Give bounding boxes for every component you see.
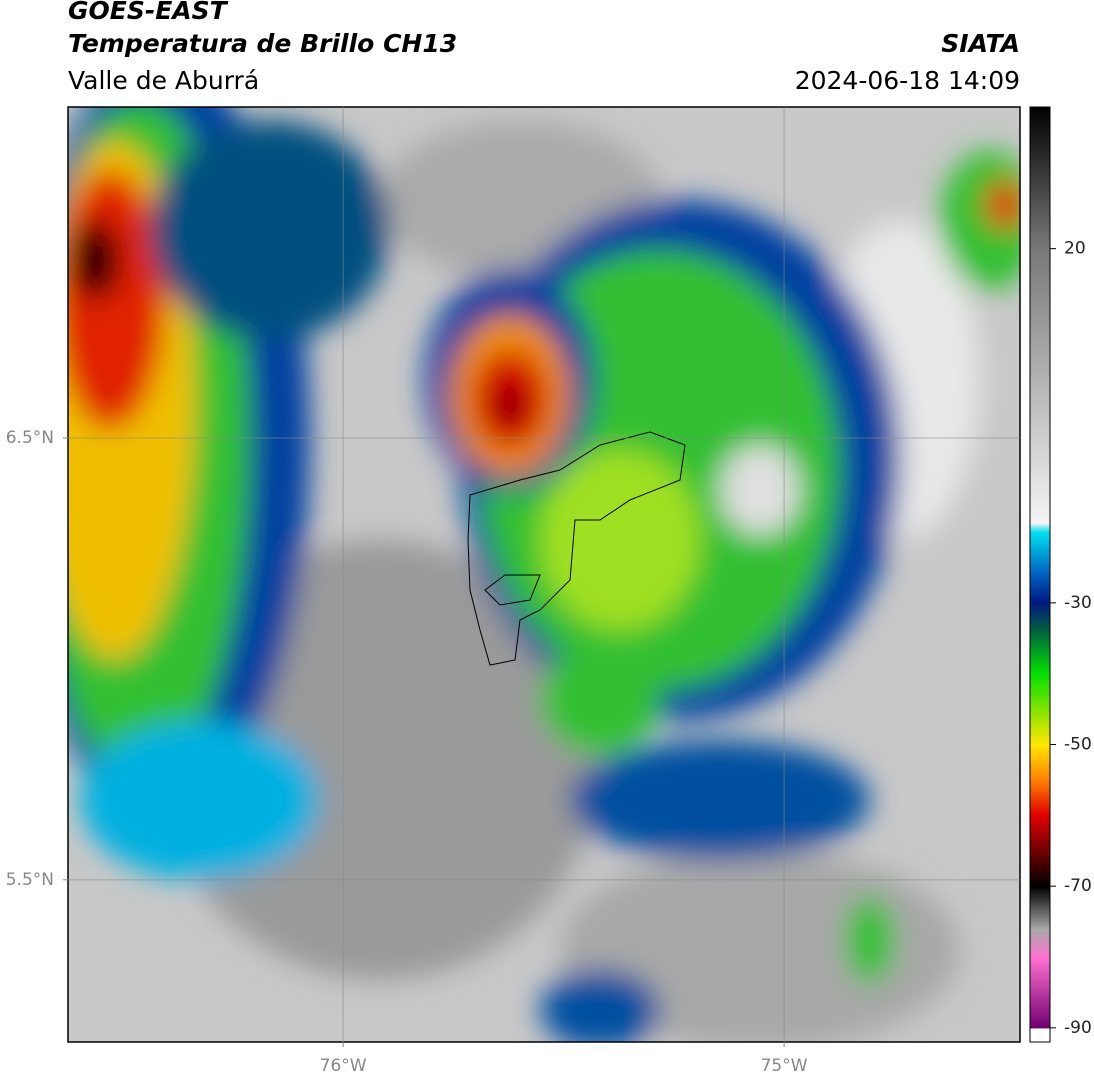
source: SIATA	[941, 29, 1020, 58]
x-tick-label: 75°W	[761, 1056, 808, 1076]
y-tick-label: 5.5°N	[6, 870, 54, 890]
region: Valle de Aburrá	[68, 66, 259, 95]
colorbar-tick-label: 20	[1064, 239, 1086, 259]
map-frame	[67, 106, 1021, 1043]
x-tick-label: 76°W	[320, 1056, 367, 1076]
satellite-image	[68, 107, 1020, 1042]
datetime: 2024-06-18 14:09	[795, 66, 1020, 95]
y-tick-label: 6.5°N	[6, 428, 54, 448]
colorbar-tick-label: -30	[1064, 593, 1092, 613]
colorbar-tick-label: -70	[1064, 876, 1092, 896]
colorbar-tick-label: -90	[1064, 1018, 1092, 1038]
colorbar-tick-label: -50	[1064, 735, 1092, 755]
title: GOES-EAST	[68, 0, 229, 25]
subtitle: Temperatura de Brillo CH13	[68, 29, 457, 58]
colorbar	[1029, 106, 1051, 1043]
